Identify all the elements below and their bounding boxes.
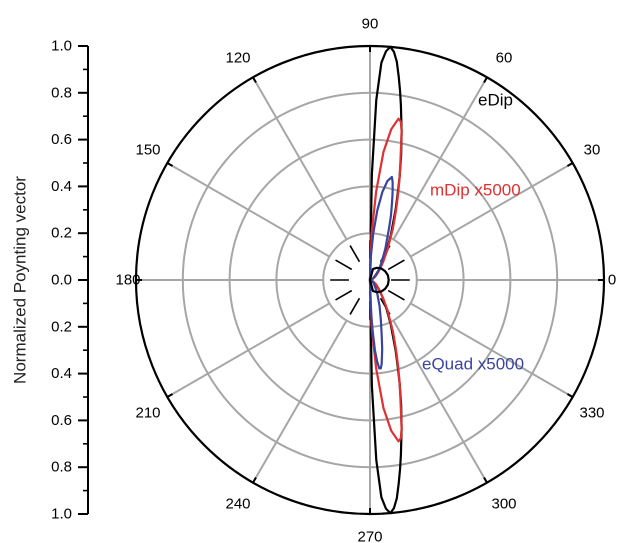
angle-label-270: 270 (357, 529, 382, 543)
grid-spoke (252, 76, 348, 240)
angle-tick-mark (252, 476, 257, 484)
angle-label-300: 300 (491, 496, 516, 513)
grid-spoke (166, 162, 330, 258)
center-tick (335, 289, 353, 301)
angle-tick-mark (166, 162, 174, 167)
angle-label-0: 0 (608, 272, 616, 289)
angle-tick-mark (166, 393, 174, 398)
angle-tick-labels: 0 30 60 90 120 150 180 210 240 270 300 330 (115, 16, 616, 543)
grid-spoke (392, 320, 488, 484)
angular-grid (136, 46, 604, 514)
radial-tick-label: 0.2 (51, 225, 72, 242)
angle-label-90: 90 (362, 16, 379, 33)
grid-spoke (252, 320, 348, 484)
radial-tick-label: 0.6 (51, 131, 72, 148)
grid-spoke (166, 302, 330, 398)
radial-tick-label: 1.0 (51, 506, 72, 523)
radial-tick-label: 1.0 (51, 38, 72, 55)
radial-tick-label: 0.0 (51, 272, 72, 289)
series-labels: eDip mDip x5000 eQuad x5000 (422, 91, 524, 374)
y-axis-title: Normalized Poynting vector (11, 176, 30, 384)
center-tick (349, 245, 361, 263)
angle-label-150: 150 (135, 142, 160, 159)
center-tick (387, 289, 405, 301)
series-label-equad: eQuad x5000 (422, 355, 524, 374)
center-tick (335, 259, 353, 271)
angle-tick-mark (252, 76, 257, 84)
radial-tick-label: 0.4 (51, 365, 72, 382)
angle-tick-mark (566, 162, 574, 167)
radial-tick-label: 0.8 (51, 459, 72, 476)
angle-label-330: 330 (579, 405, 604, 422)
radial-tick-label: 0.4 (51, 178, 72, 195)
series-line-equad (368, 175, 394, 370)
outer-circle (134, 44, 606, 516)
series-line-small-loop (368, 266, 390, 294)
angle-label-30: 30 (584, 142, 601, 159)
center-tick (387, 259, 405, 271)
grid-spoke (392, 76, 488, 240)
series-label-mdip: mDip x5000 (430, 181, 521, 200)
radial-tick-label: 0.6 (51, 412, 72, 429)
grid-spoke (410, 162, 574, 258)
angle-label-240: 240 (225, 496, 250, 513)
angle-tick-mark (483, 76, 488, 84)
radial-tick-label: 0.2 (51, 318, 72, 335)
angle-label-60: 60 (496, 50, 513, 67)
center-tick (349, 297, 361, 315)
angle-label-120: 120 (225, 50, 250, 67)
grid-spoke (410, 302, 574, 398)
series-label-edip: eDip (478, 91, 513, 110)
series-layer (368, 45, 403, 515)
radial-tick-label: 0.8 (51, 84, 72, 101)
angle-tick-mark (483, 476, 488, 484)
angle-tick-mark (566, 393, 574, 398)
angle-label-180: 180 (115, 272, 140, 289)
radial-axis: 1.0 0.8 0.6 0.4 0.2 0.0 0.2 0.4 0.6 0.8 1.0 (51, 38, 89, 523)
angle-label-210: 210 (135, 405, 160, 422)
